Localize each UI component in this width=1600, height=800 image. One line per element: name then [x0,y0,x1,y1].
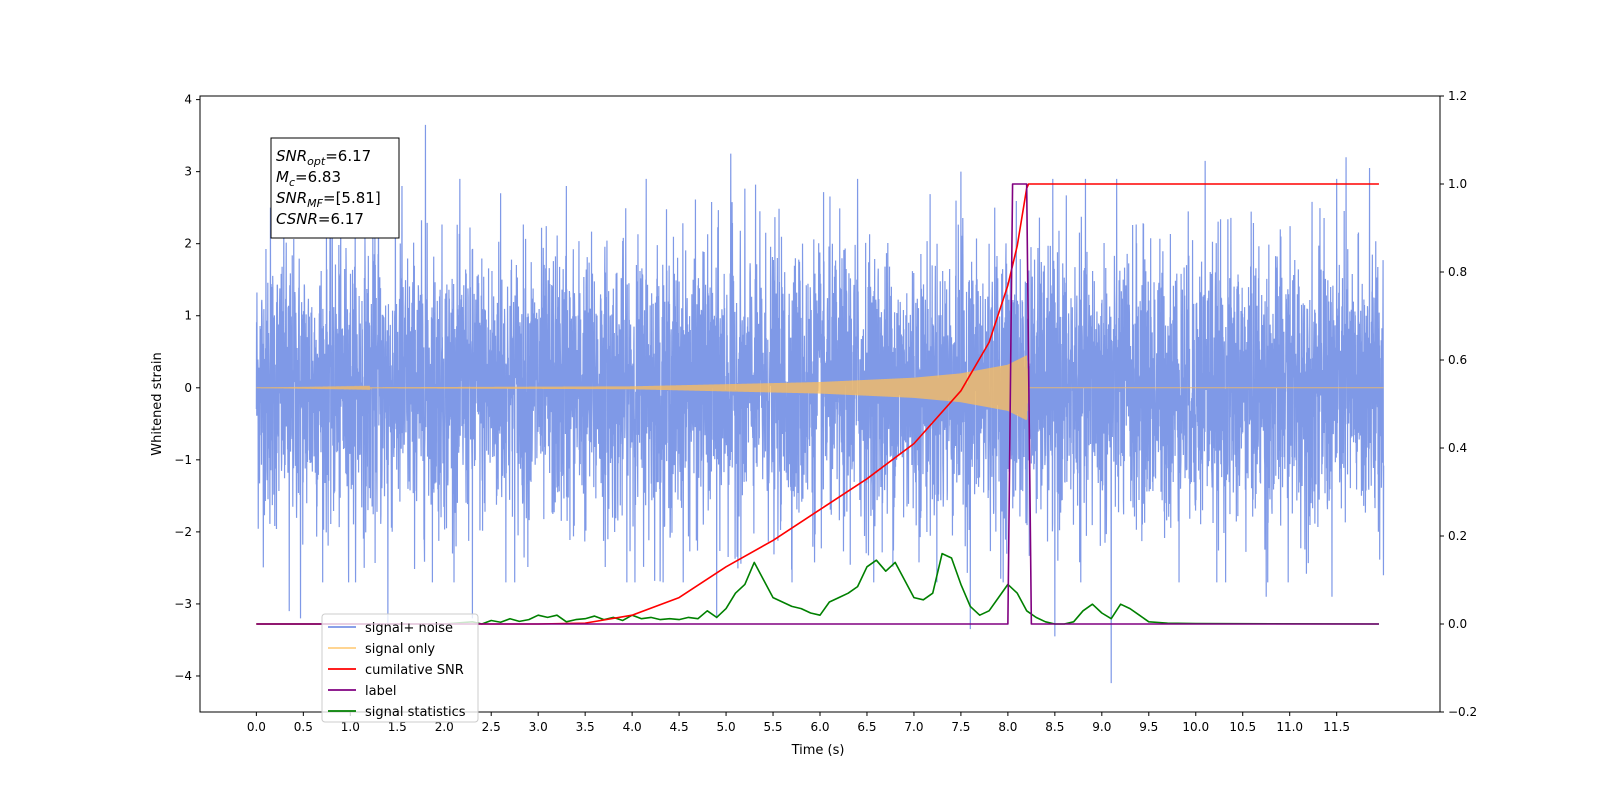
legend-label: signal statistics [365,705,466,720]
x-tick-label: 4.5 [670,720,689,734]
annotation-line: SNRopt=6.17 [276,147,371,168]
signal-only-series [256,355,1384,421]
x-tick-label: 0.5 [294,720,313,734]
x-tick-label: 6.5 [857,720,876,734]
legend-label: cumilative SNR [365,663,464,678]
y2-tick-label: −0.2 [1448,705,1477,719]
x-tick-label: 1.0 [341,720,360,734]
y2-tick-label: 1.0 [1448,177,1467,191]
y-tick-label: 0 [184,381,192,395]
x-tick-label: 8.5 [1045,720,1064,734]
x-tick-label: 3.5 [576,720,595,734]
x-tick-label: 3.0 [529,720,548,734]
annotation-line: SNRMF=[5.81] [276,189,381,210]
y-tick-label: 1 [184,309,192,323]
y2-tick-label: 0.0 [1448,617,1467,631]
legend-label: signal only [365,642,435,657]
legend-label: signal+ noise [365,621,453,636]
y2-tick-label: 0.6 [1448,353,1467,367]
y-tick-label: 4 [184,93,192,107]
y2-tick-label: 0.2 [1448,529,1467,543]
y-tick-label: −3 [174,597,192,611]
signal-statistics-series [256,552,1379,625]
x-tick-label: 10.5 [1229,720,1256,734]
signal-statistics-line [256,552,1379,625]
x-tick-label: 5.5 [763,720,782,734]
x-tick-label: 11.0 [1276,720,1303,734]
x-axis: 0.0 0.5 1.0 1.5 2.0 2.5 3.0 3.5 4.0 4.5 5.0 5.5 6.0 6… [247,712,1350,734]
cumulative-snr-series [256,183,1379,625]
annotation-line: CSNR=6.17 [276,210,364,228]
y-axis-right: −0.2 0.0 0.2 0.4 0.6 0.8 1.0 1.2 [1440,89,1477,719]
legend: signal+ noise signal only cumilative SNR la… [321,613,479,723]
label-line [256,183,1379,625]
y-tick-label: −4 [174,669,192,683]
annotation-frame [270,137,400,239]
y2-tick-label: 1.2 [1448,89,1467,103]
y2-tick-label: 0.4 [1448,441,1467,455]
legend-label: label [365,684,396,699]
y-axis-left: −4 −3 −2 −1 0 1 2 3 4 [174,93,200,683]
x-tick-label: 10.0 [1182,720,1209,734]
signal-noise-series [255,124,1385,684]
x-tick-label: 0.0 [247,720,266,734]
label-series [256,183,1379,625]
x-tick-label: 5.0 [717,720,736,734]
x-tick-label: 7.0 [904,720,923,734]
legend-frame [321,613,479,723]
signal-noise-line [255,124,1385,684]
x-tick-label: 4.0 [623,720,642,734]
y2-tick-label: 0.8 [1448,265,1467,279]
y-axis-label: Whitened strain [150,352,165,455]
x-tick-label: 7.5 [951,720,970,734]
x-tick-label: 8.0 [998,720,1017,734]
y-tick-label: 2 [184,237,192,251]
y-tick-label: 3 [184,165,192,179]
x-tick-label: 2.0 [435,720,454,734]
annotation-line: Mc=6.83 [276,168,341,189]
y-tick-label: −1 [174,453,192,467]
cumulative-snr-line [256,183,1379,625]
signal-only-line [256,355,1384,421]
x-tick-label: 2.5 [482,720,501,734]
x-tick-label: 9.5 [1139,720,1158,734]
x-tick-label: 6.0 [810,720,829,734]
y-tick-label: −2 [174,525,192,539]
x-tick-label: 1.5 [388,720,407,734]
x-axis-label: Time (s) [791,743,845,758]
x-tick-label: 9.0 [1092,720,1111,734]
x-tick-label: 11.5 [1323,720,1350,734]
